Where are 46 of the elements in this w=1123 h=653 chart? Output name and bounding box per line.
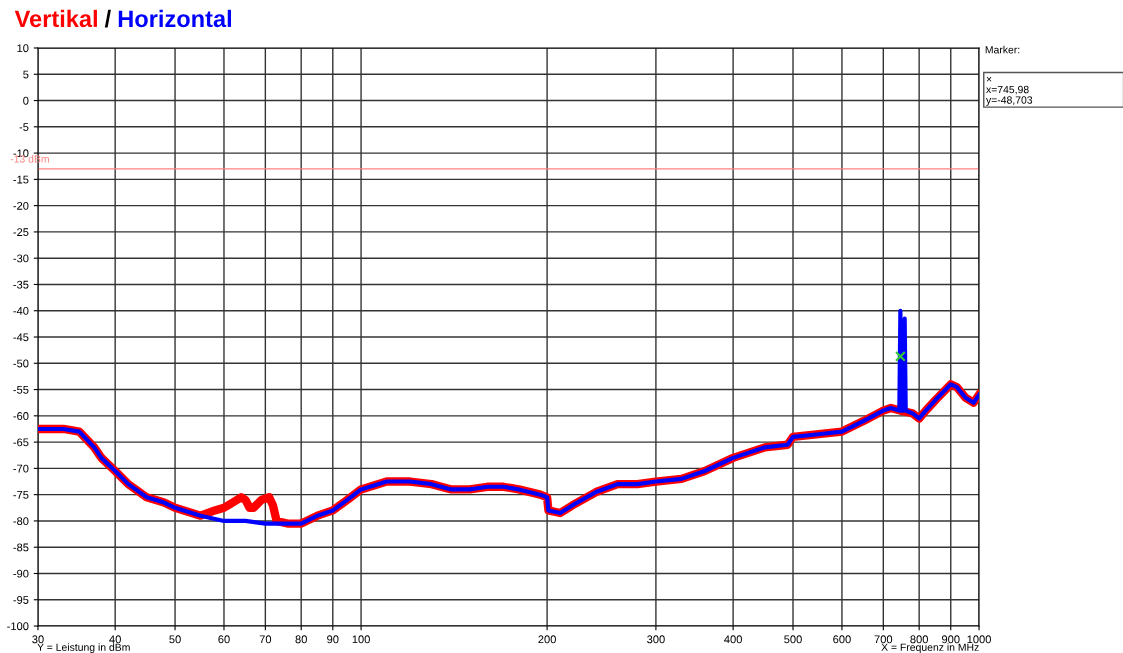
y-tick-label: -60: [13, 412, 29, 420]
y-tick-label: -75: [13, 491, 29, 499]
x-tick-label: 40: [109, 635, 121, 644]
y-tick-label: -45: [13, 333, 29, 342]
y-tick-label: -25: [13, 228, 29, 237]
y-tick-label: -65: [13, 438, 29, 447]
y-tick-label: -15: [13, 175, 29, 184]
text: Marker:: [985, 45, 1020, 54]
x-tick-label: 70: [259, 635, 272, 644]
x-axis-title: X = Frequenz in MHz: [881, 643, 979, 653]
y-tick-label: -35: [13, 280, 29, 289]
x-tick-label: 200: [538, 635, 556, 644]
y-tick-label: -20: [13, 201, 29, 210]
y-tick-label: 10: [17, 44, 29, 53]
y-tick-label: -70: [13, 464, 29, 473]
x-tick-label: 80: [295, 635, 307, 644]
y-tick-label: -100: [7, 622, 29, 631]
text: Y = Leistung in dBm: [37, 643, 130, 653]
x-tick-label: 300: [647, 635, 665, 644]
x-tick-label: 30: [32, 635, 44, 644]
x-tick-label: 400: [724, 635, 742, 644]
y-tick-label: -5: [19, 123, 29, 131]
x-tick-label: 800: [910, 635, 928, 644]
x-tick-label: 100: [352, 635, 370, 644]
x-tick-label: 50: [169, 635, 181, 644]
text: Horizontal: [118, 9, 231, 28]
text: /: [104, 9, 111, 28]
y-tick-label: -85: [13, 543, 29, 552]
y-tick-label: -50: [13, 359, 29, 368]
y-tick-label: -40: [13, 307, 29, 315]
y-tick-label: -90: [13, 569, 29, 578]
text: Vertikal: [14, 9, 97, 28]
y-tick-label: -80: [13, 517, 29, 526]
x-tick-label: 60: [218, 635, 230, 644]
y-tick-label: -55: [13, 385, 29, 394]
x-tick-label: 1000: [967, 635, 991, 644]
x-tick-label: 90: [327, 635, 339, 644]
y-tick-label: 0: [23, 96, 29, 105]
y-tick-label: 5: [23, 70, 29, 79]
x-tick-label: 900: [942, 635, 960, 644]
x-tick-label: 700: [874, 635, 893, 644]
y-tick-label: -30: [13, 254, 29, 263]
y-tick-label: -95: [13, 596, 29, 604]
text: × x=745,98 y=-48,703: [986, 76, 1033, 106]
x-tick-label: 500: [784, 635, 802, 644]
x-tick-label: 600: [833, 635, 851, 644]
